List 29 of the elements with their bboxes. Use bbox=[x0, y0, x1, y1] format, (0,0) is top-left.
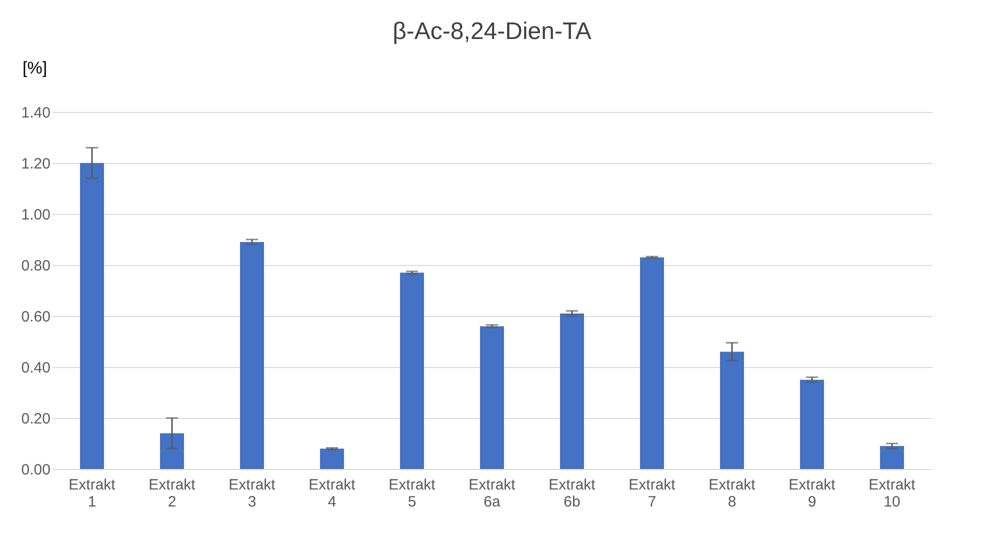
x-tick-label: Extrakt 6a bbox=[468, 476, 516, 510]
y-axis-title: [%] bbox=[22, 58, 48, 78]
y-tick-label: 1.40 bbox=[21, 104, 50, 122]
bar bbox=[160, 433, 184, 469]
bar bbox=[640, 257, 664, 469]
bar bbox=[800, 380, 824, 469]
bar bbox=[720, 352, 744, 469]
y-tick-label: 0.40 bbox=[21, 360, 50, 376]
bar bbox=[320, 448, 344, 469]
x-tick-label: Extrakt 4 bbox=[308, 476, 356, 510]
chart-title: β-Ac-8,24-Dien-TA bbox=[392, 18, 592, 45]
x-tick-label: Extrakt 1 bbox=[68, 476, 116, 510]
x-tick-label: Extrakt 8 bbox=[708, 476, 756, 510]
y-tick-label: 0.20 bbox=[21, 410, 50, 428]
y-tick-label: 1.00 bbox=[21, 206, 50, 224]
x-tick-label: Extrakt 5 bbox=[388, 476, 436, 510]
y-tick-label: 0.00 bbox=[21, 462, 50, 478]
y-tick-label: 0.60 bbox=[21, 308, 50, 326]
x-tick-label: Extrakt 9 bbox=[788, 476, 836, 510]
bar bbox=[880, 446, 904, 469]
x-tick-label: Extrakt 7 bbox=[628, 476, 676, 510]
y-tick-label: 1.20 bbox=[21, 156, 50, 172]
bar bbox=[80, 163, 104, 469]
x-tick-label: Extrakt 10 bbox=[868, 476, 916, 510]
bar bbox=[240, 242, 264, 469]
x-tick-label: Extrakt 2 bbox=[148, 476, 196, 510]
y-tick-label: 0.80 bbox=[21, 258, 50, 274]
x-tick-label: Extrakt 3 bbox=[228, 476, 276, 510]
x-tick-label: Extrakt 6b bbox=[548, 476, 596, 510]
